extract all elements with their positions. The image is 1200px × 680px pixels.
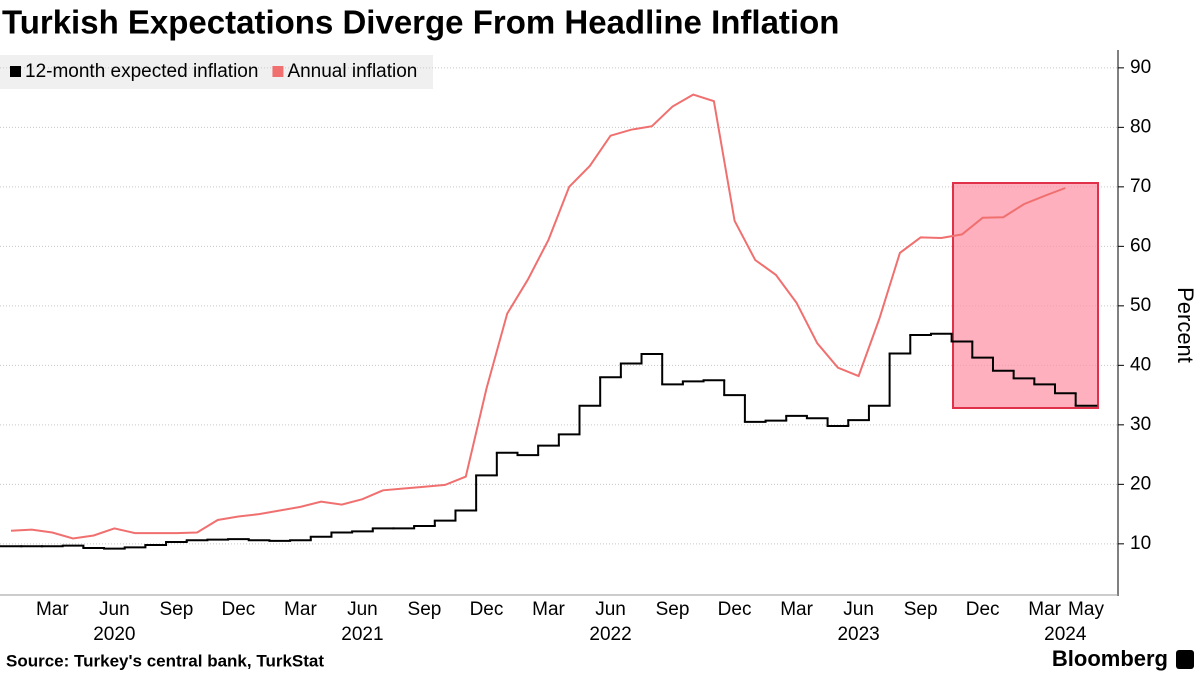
lines: [0, 93, 1098, 550]
legend-box: [0, 55, 433, 89]
x-tick-label: Sep: [656, 599, 690, 620]
x-tick-label: Jun: [347, 599, 378, 620]
line: [10, 93, 1066, 540]
x-tick-label: Jun: [843, 599, 874, 620]
x-tick-label: Sep: [408, 599, 442, 620]
brand: Bloomberg: [1052, 646, 1168, 671]
y-tick-label: 30: [1130, 414, 1151, 435]
y-tick-label: 70: [1130, 176, 1151, 197]
x-tick-label: Jun: [99, 599, 130, 620]
x-tick-label: Sep: [904, 599, 938, 620]
highlight-box: [952, 182, 1099, 409]
x-tick-label: Dec: [470, 599, 504, 620]
y-tick-label: 80: [1130, 116, 1151, 137]
brand-icon: [1176, 650, 1194, 669]
y-axis-label: Percent: [1173, 287, 1198, 363]
x-year-label: 2022: [589, 624, 631, 645]
x-tick-label: Dec: [718, 599, 752, 620]
y-tick-label: 60: [1130, 235, 1151, 256]
x-tick-label: Dec: [222, 599, 256, 620]
x-year-label: 2021: [341, 624, 383, 645]
source: Source: Turkey's central bank, TurkStat: [6, 651, 324, 670]
y-tick-label: 90: [1130, 57, 1151, 78]
plot: 10 20 30 40 50 60 70 80 90 Mar Jun Sep Dec Mar Jun Sep D…: [0, 57, 1151, 645]
x-year-label: 2020: [93, 624, 135, 645]
chart-title: Turkish Expectations Diverge From Headli…: [2, 4, 839, 41]
x-tick-label: Mar: [284, 599, 317, 620]
x-tick-label: Mar: [36, 599, 69, 620]
x-tick-label: Sep: [159, 599, 193, 620]
x-year-label: 2023: [837, 624, 879, 645]
x-tick-label: Jun: [595, 599, 626, 620]
y-tick-label: 40: [1130, 354, 1151, 375]
y-tick-label: 50: [1130, 295, 1151, 316]
legend-swatch: [10, 66, 21, 77]
y-tick-label: 10: [1130, 533, 1151, 554]
x-tick-label: Mar: [780, 599, 813, 620]
x-tick-label: May: [1068, 599, 1104, 620]
legend-label: Annual inflation: [287, 61, 417, 82]
legend-swatch: [272, 66, 284, 77]
x-tick-label: Mar: [1028, 599, 1061, 620]
x-tick-label: Dec: [966, 599, 1000, 620]
y-tick-label: 20: [1130, 473, 1151, 494]
legend-label: 12-month expected inflation: [25, 61, 258, 82]
x-year-label: 2024: [1044, 624, 1087, 645]
x-tick-label: Mar: [532, 599, 565, 620]
